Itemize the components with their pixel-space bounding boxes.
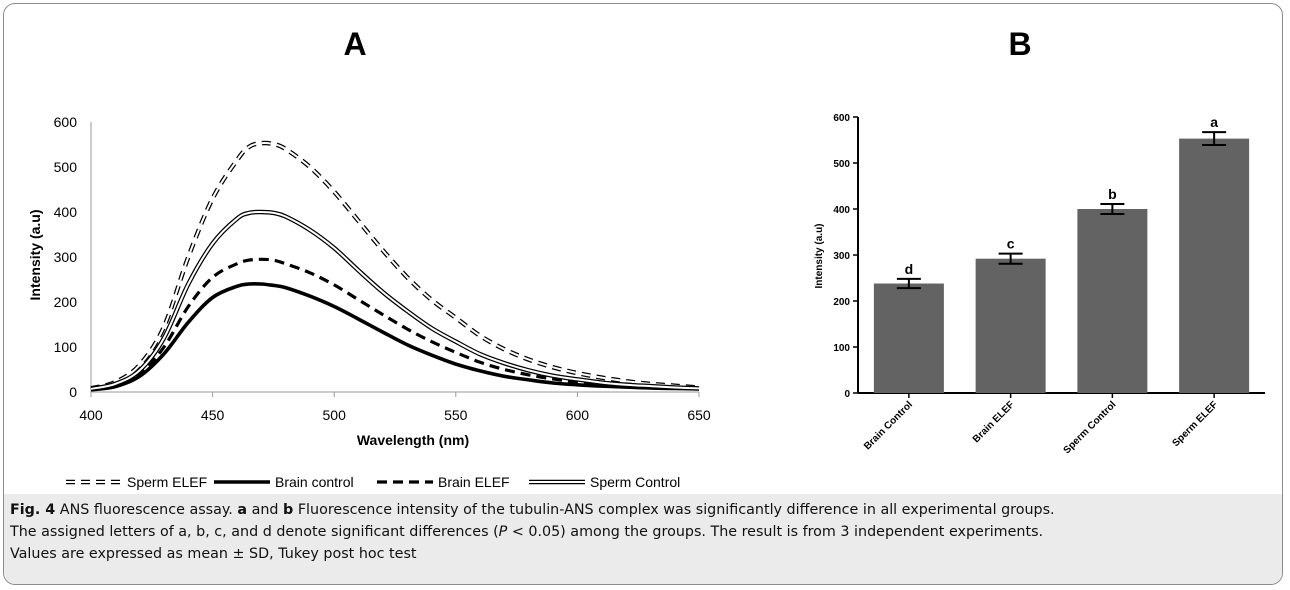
chart-a-ylabel: Intensity (a.u) [27,209,43,300]
caption-panel-b: b [283,502,294,518]
caption-and: and [247,502,284,518]
caption-figure-label: Fig. 4 [10,502,56,518]
chart-a-legend-item: Brain control [214,474,354,490]
chart-a-y-tick-label: 200 [54,294,78,310]
chart-a-x-tick-label: 550 [444,407,468,423]
chart-b-category-label: Sperm Control [1062,399,1119,456]
chart-b-bar [1179,138,1250,393]
chart-a-tick-labels: 0 100 200 300 400 500 600 400 450 500 550 600 650 [54,114,711,423]
caption-band [4,494,1282,584]
chart-b-y-tick-label: 500 [833,159,850,170]
chart-b-y-tick-label: 200 [833,297,850,308]
chart-a-axes [90,122,700,397]
caption-lead: ANS fluorescence assay. [55,502,238,518]
chart-a-legend-item: Sperm Control [529,474,680,490]
chart-b-ylabel: Intensity (a.u) [814,223,825,288]
chart-a-x-tick-label: 450 [201,407,225,423]
figure-frame [3,3,1283,585]
chart-b-title: B [1008,26,1031,62]
chart-b-bar [975,258,1046,393]
chart-a-y-tick-label: 400 [54,204,78,220]
caption-line3: Values are expressed as mean ± SD, Tukey… [10,546,417,562]
chart-a-series-line [90,281,700,392]
chart-a-x-tick-label: 500 [323,407,347,423]
chart-a-y-tick-label: 600 [54,114,78,130]
caption-line2-post: < 0.05) among the groups. The result is … [507,524,1044,540]
figure-caption: Fig. 4 ANS fluorescence assay. a and b F… [10,499,1272,565]
chart-a-legend-label: Brain ELEF [438,474,510,490]
caption-line1: Fluorescence intensity of the tubulin-AN… [293,502,1055,518]
chart-b-y-tick-label: 600 [833,113,850,124]
chart-b-error-bar [896,277,921,290]
chart-b-category-label: Brain ELEF [971,399,1017,445]
chart-a-legend: Sperm ELEF Brain control Brain ELEF Sperm C… [66,474,680,490]
chart-a-y-tick-label: 100 [54,339,78,355]
chart-a-legend-label: Sperm Control [590,474,680,490]
chart-a-legend-label: Sperm ELEF [127,474,207,490]
chart-b-error-bar [1202,131,1227,147]
chart-a-y-tick-label: 500 [54,159,78,175]
chart-b-significance-letter: d [905,261,914,277]
chart-b-category-label: Sperm ELEF [1170,399,1220,449]
chart-b-y-tick-label: 100 [833,343,850,354]
chart-b-y-tick-label: 300 [833,251,850,262]
chart-b-significance-letter: c [1007,236,1015,252]
chart-b-significance-letter: a [1210,114,1218,130]
chart-a-y-tick-label: 300 [54,249,78,265]
chart-b-y-tick-label: 0 [844,389,850,400]
chart-a-legend-item: Sperm ELEF [66,474,207,490]
chart-b-marks: d c b a [873,114,1250,393]
chart-b-y-tick-label: 400 [833,205,850,216]
chart-a-series-line [90,257,700,391]
chart-b-significance-letter: b [1108,186,1117,202]
chart-a-legend-label: Brain control [275,474,354,490]
chart-b-bar [1077,209,1148,393]
chart-b: B 0 100 200 300 400 500 600 Brain Control Brain … [814,26,1265,456]
caption-panel-a: a [237,502,248,518]
chart-a-series-line [90,140,700,391]
chart-b-category-label: Brain Control [862,399,915,452]
chart-a-y-tick-label: 0 [69,384,77,400]
chart-a-series-line [90,209,700,392]
chart-a-x-tick-label: 600 [566,407,590,423]
chart-a-series [90,140,700,392]
chart-b-error-bar [998,252,1023,265]
chart-a-xlabel: Wavelength (nm) [357,432,469,448]
chart-a-legend-item: Brain ELEF [377,474,510,490]
chart-a-x-tick-label: 400 [79,407,103,423]
chart-a-x-tick-label: 650 [687,407,711,423]
chart-b-error-bar [1100,202,1125,216]
chart-a-title: A [343,26,366,62]
caption-p-symbol: P [498,524,508,540]
chart-b-bar [873,283,944,393]
caption-line2-pre: The assigned letters of a, b, c, and d d… [10,524,499,540]
